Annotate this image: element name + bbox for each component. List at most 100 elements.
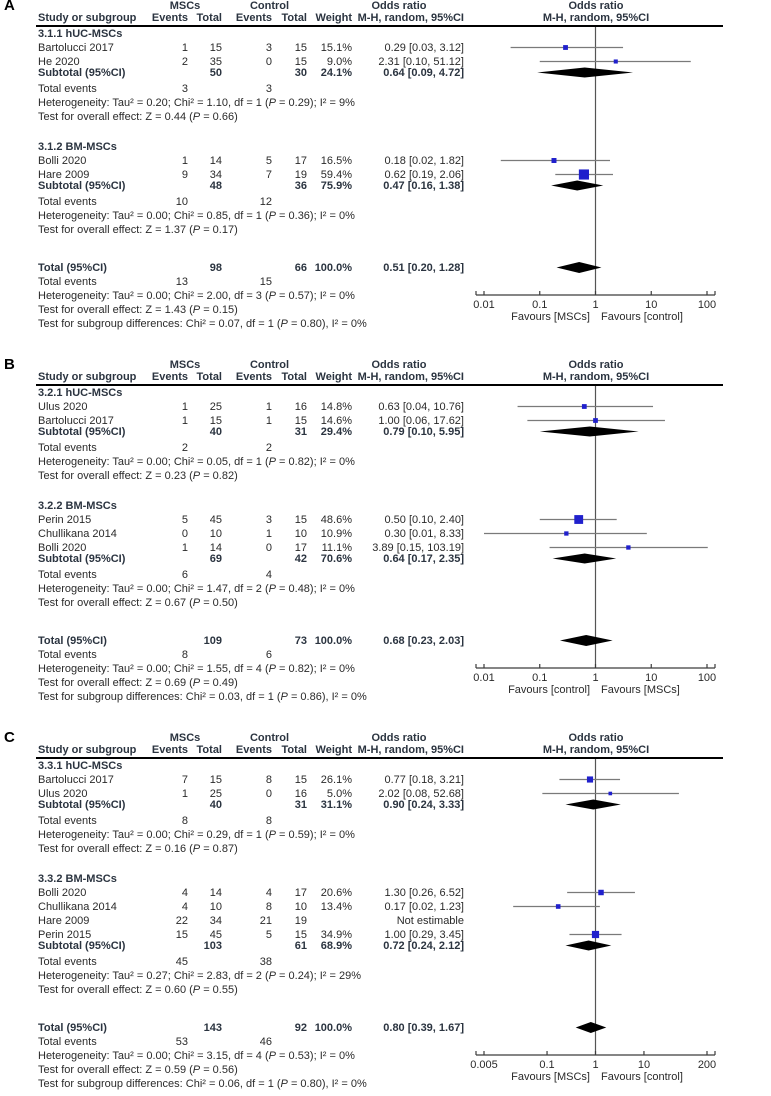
study-or-ci: 0.63 [0.04, 10.76] — [378, 401, 464, 413]
overall-effect-note: Test for overall effect: Z = 1.43 (P = 0… — [38, 304, 238, 316]
study-total-ctrl: 15 — [294, 514, 307, 526]
study-total-ctrl: 15 — [294, 774, 307, 786]
study-weight: 5.0% — [326, 788, 352, 800]
subtotal-total-msc: 103 — [203, 940, 222, 952]
grand-total-ctrl: 92 — [294, 1022, 307, 1034]
panel-label: A — [4, 0, 16, 14]
axis-tick-label: 0.005 — [470, 1059, 498, 1071]
study-or-ci: 2.31 [0.10, 51.12] — [378, 56, 464, 68]
study-name: Perin 2015 — [38, 929, 92, 941]
study-total-ctrl: 10 — [294, 528, 307, 540]
study-total-msc: 34 — [209, 915, 222, 927]
total-events-ctrl: 38 — [259, 956, 272, 968]
axis-tick-label: 1 — [592, 299, 599, 311]
total-events-ctrl: 8 — [265, 815, 272, 827]
overall-effect-note: Test for overall effect: Z = 0.59 (P = 0… — [38, 1064, 238, 1076]
study-or-ci: 0.17 [0.02, 1.23] — [384, 901, 464, 913]
pooled-diamond — [537, 67, 634, 78]
study-weight: 48.6% — [320, 514, 352, 526]
subtotal-label: Subtotal (95%CI) — [38, 799, 126, 811]
study-events-msc: 1 — [181, 788, 188, 800]
subtotal-total-msc: 50 — [209, 67, 222, 79]
total-events-ctrl: 12 — [259, 196, 272, 208]
study-events-ctrl: 0 — [265, 788, 272, 800]
overall-effect-note: Test for overall effect: Z = 0.23 (P = 0… — [38, 470, 238, 482]
study-events-msc: 1 — [181, 542, 188, 554]
study-events-msc: 1 — [181, 401, 188, 413]
subtotal-label: Subtotal (95%CI) — [38, 426, 126, 438]
col-or-title-plot: Odds ratio — [568, 0, 624, 12]
effect-size-square — [564, 531, 569, 536]
axis-tick-label: 0.1 — [532, 672, 548, 684]
heterogeneity-note: Heterogeneity: Tau² = 0.00; Chi² = 2.00,… — [38, 290, 355, 302]
subtotal-total-ctrl: 61 — [294, 940, 307, 952]
study-total-msc: 34 — [209, 169, 222, 181]
col-weight: Weight — [315, 12, 352, 24]
subtotal-weight: 75.9% — [320, 180, 352, 192]
study-or-ci: 0.30 [0.01, 8.33] — [384, 528, 464, 540]
study-events-msc: 22 — [175, 915, 188, 927]
favours-left-label: Favours [MSCs] — [511, 311, 590, 323]
total-events-label: Total events — [38, 1036, 97, 1048]
col-or-title-left: Odds ratio — [371, 732, 427, 744]
subtotal-or-ci: 0.79 [0.10, 5.95] — [383, 426, 464, 438]
col-total-msc: Total — [196, 371, 222, 383]
subtotal-weight: 31.1% — [320, 799, 352, 811]
study-total-msc: 10 — [209, 901, 222, 913]
axis-tick-label: 10 — [645, 299, 658, 311]
grand-total-ctrl: 73 — [294, 635, 307, 647]
study-events-msc: 9 — [181, 169, 188, 181]
col-group-control: Control — [249, 0, 290, 12]
effect-size-square — [598, 889, 604, 896]
grand-total-msc: 98 — [209, 262, 222, 274]
col-events-msc: Events — [151, 744, 188, 756]
study-or-ci: 0.18 [0.02, 1.82] — [384, 155, 464, 167]
overall-effect-note: Test for overall effect: Z = 0.16 (P = 0… — [38, 843, 238, 855]
study-total-msc: 14 — [209, 887, 222, 899]
col-or-subtitle-plot: M-H, random, 95%CI — [542, 744, 650, 756]
forest-panel-B: B MSCs Control Odds ratio Odds ratio Study or… — [0, 356, 771, 708]
total-events-label: Total events — [38, 649, 97, 661]
study-total-ctrl: 16 — [294, 788, 307, 800]
pooled-diamond — [539, 426, 639, 437]
subtotal-total-ctrl: 31 — [294, 799, 307, 811]
study-name: He 2020 — [38, 56, 80, 68]
total-events-msc: 10 — [175, 196, 188, 208]
total-or-ci: 0.68 [0.23, 2.03] — [383, 635, 464, 647]
grand-total-weight: 100.0% — [314, 635, 352, 647]
study-total-ctrl: 15 — [294, 415, 307, 427]
study-events-ctrl: 8 — [265, 901, 272, 913]
forest-plot-svg — [475, 758, 716, 1056]
effect-size-square — [626, 545, 631, 550]
col-or-title-left: Odds ratio — [371, 359, 427, 371]
total-events-msc: 8 — [181, 815, 188, 827]
subgroup-test-note: Test for subgroup differences: Chi² = 0.… — [38, 691, 367, 703]
study-events-ctrl: 1 — [265, 401, 272, 413]
total-label: Total (95%CI) — [38, 1022, 107, 1034]
subtotal-weight: 24.1% — [320, 67, 352, 79]
study-total-msc: 35 — [209, 56, 222, 68]
forest-panel-A: A MSCs Control Odds ratio Odds ratio Study or… — [0, 0, 771, 335]
effect-size-square — [555, 904, 561, 909]
favours-left-label: Favours [control] — [508, 684, 590, 696]
col-or-title-plot: Odds ratio — [568, 732, 624, 744]
subtotal-total-msc: 40 — [209, 426, 222, 438]
study-total-msc: 45 — [209, 514, 222, 526]
total-events-ctrl: 4 — [265, 569, 272, 581]
grand-total-msc: 109 — [203, 635, 222, 647]
heterogeneity-note: Heterogeneity: Tau² = 0.00; Chi² = 0.29,… — [38, 829, 355, 841]
study-weight: 14.6% — [320, 415, 352, 427]
study-events-ctrl: 5 — [265, 155, 272, 167]
forest-plot-svg — [475, 26, 716, 296]
total-events-ctrl: 46 — [259, 1036, 272, 1048]
grand-total-weight: 100.0% — [314, 262, 352, 274]
col-study-header: Study or subgroup — [38, 12, 137, 24]
total-events-label: Total events — [38, 276, 97, 288]
grand-total-msc: 143 — [203, 1022, 222, 1034]
total-events-msc: 6 — [181, 569, 188, 581]
col-or-subtitle-plot: M-H, random, 95%CI — [542, 12, 650, 24]
study-events-msc: 1 — [181, 155, 188, 167]
study-total-msc: 15 — [209, 42, 222, 54]
study-name: Perin 2015 — [38, 514, 92, 526]
study-or-ci: 2.02 [0.08, 52.68] — [378, 788, 464, 800]
